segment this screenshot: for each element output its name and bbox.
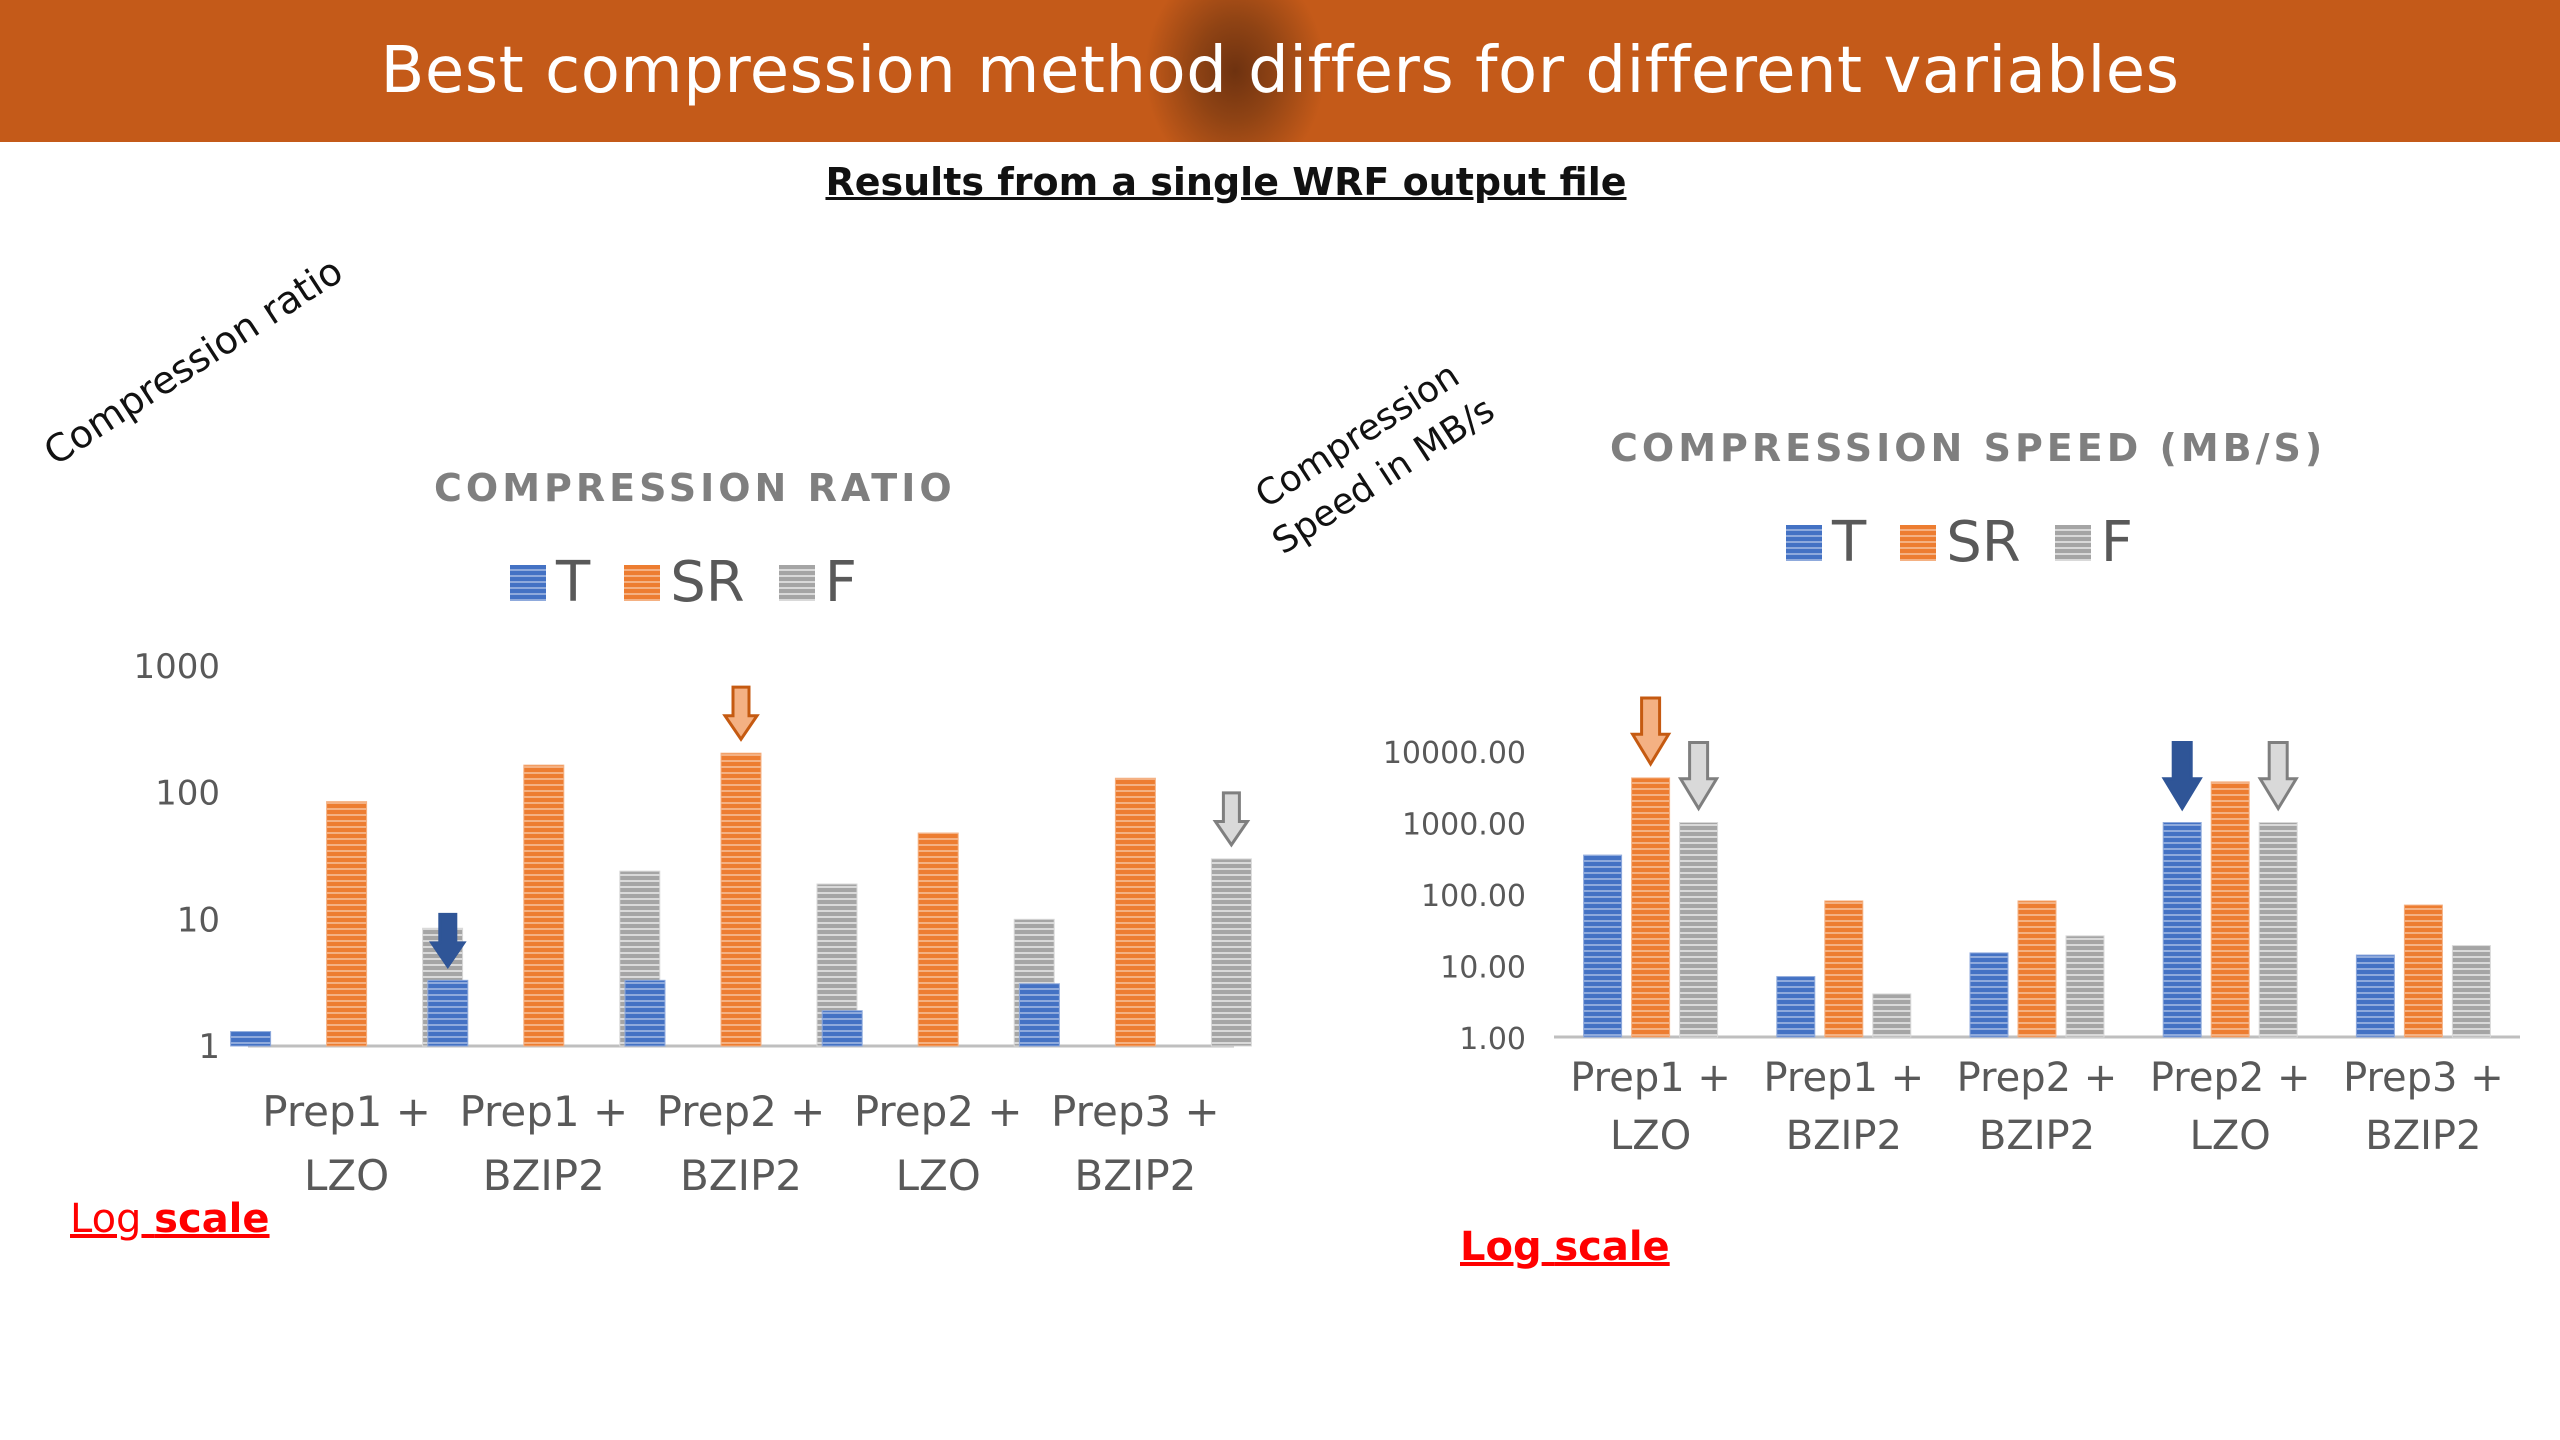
y-tick-label: 10	[177, 900, 220, 940]
legend-item-t: T	[1786, 510, 1866, 575]
bar-sr	[1824, 900, 1864, 1038]
legend-label-f: F	[2100, 510, 2133, 575]
y-tick-label: 1.00	[1459, 1022, 1526, 1057]
x-tick-label: BZIP2	[1979, 1113, 2095, 1159]
bar-t	[2162, 822, 2202, 1038]
bar-f	[2451, 945, 2491, 1038]
bar-sr	[2017, 900, 2057, 1038]
y-tick-label: 100	[155, 774, 220, 814]
legend-item-sr: SR	[624, 550, 745, 615]
slide-subtitle: Results from a single WRF output file	[825, 160, 1627, 204]
legend-item-sr: SR	[1900, 510, 2021, 575]
chart-title-ratio: COMPRESSION RATIO	[434, 466, 956, 510]
bar-sr	[326, 801, 368, 1047]
x-tick-label: LZO	[1610, 1113, 1691, 1159]
bar-t	[1969, 952, 2009, 1038]
log-scale-note-left: Log scale	[70, 1196, 270, 1242]
bar-t	[230, 1031, 272, 1047]
legend-swatch-f	[2054, 524, 2091, 561]
annotation-arrow	[722, 685, 760, 742]
compression-speed-chart: 1.00 10.00 100.00 1000.00 10000.00 Prep1 + LZO…	[1383, 696, 2520, 1159]
chart-title-speed: COMPRESSION SPEED (MB/S)	[1610, 426, 2327, 470]
bar-t	[427, 979, 469, 1047]
bar-sr	[720, 752, 762, 1047]
x-tick-label: Prep3 +	[1051, 1087, 1220, 1136]
annotation-arrow	[1629, 696, 1672, 767]
log-word: Log	[70, 1196, 142, 1242]
bar-f	[1679, 822, 1719, 1038]
legend-label-sr: SR	[1946, 510, 2021, 575]
y-tick-label: 10000.00	[1383, 736, 1526, 771]
x-tick-label: Prep3 +	[2343, 1055, 2504, 1101]
x-tick-label: Prep2 +	[2150, 1055, 2311, 1101]
legend-label-t: T	[556, 550, 591, 615]
x-tick-label: LZO	[2190, 1113, 2271, 1159]
legend-swatch-t	[1786, 524, 1822, 561]
bar-sr	[523, 764, 565, 1047]
y-tick-label: 100.00	[1421, 879, 1526, 914]
bar-f	[1872, 993, 1912, 1038]
x-tick-label: Prep2 +	[1957, 1055, 2118, 1101]
compression-ratio-chart: 1 10 100 1000 Prep1 + LZO Prep1 + BZIP2 Prep2 + B…	[133, 647, 1252, 1200]
log-word: Log	[1460, 1224, 1542, 1270]
bar-sr	[1631, 777, 1671, 1038]
x-tick-label: Prep2 +	[854, 1087, 1023, 1136]
bar-t	[1018, 983, 1060, 1047]
bar-f	[2065, 935, 2105, 1038]
annotation-arrow	[2161, 741, 2203, 812]
x-tick-label: BZIP2	[1074, 1151, 1196, 1200]
x-tick-label: Prep1 +	[1570, 1055, 1731, 1101]
log-scale-note-right: Log scale	[1460, 1224, 1670, 1270]
y-tick-label: 1000	[133, 647, 220, 687]
x-tick-label: BZIP2	[680, 1151, 802, 1200]
x-tick-label: BZIP2	[1786, 1113, 1902, 1159]
annotation-arrow	[2257, 741, 2299, 812]
bar-sr	[1114, 777, 1156, 1047]
legend-label-f: F	[824, 550, 857, 615]
x-tick-label: BZIP2	[483, 1151, 605, 1200]
bar-sr	[917, 832, 959, 1047]
legend-swatch-f	[778, 564, 815, 601]
right-axis-note: Compression Speed in MB/s	[1238, 346, 1504, 566]
y-tick-label: 1000.00	[1402, 808, 1526, 843]
legend-item-t: T	[510, 550, 590, 615]
title-banner: Best compression method differs for diff…	[0, 0, 2560, 142]
legend-label-t: T	[1832, 510, 1867, 575]
scale-word: scale	[1554, 1224, 1670, 1270]
legend-ratio: T SR F	[510, 550, 891, 615]
y-tick-label: 1	[198, 1027, 220, 1067]
legend-item-f: F	[778, 550, 857, 615]
x-tick-label: BZIP2	[2365, 1113, 2481, 1159]
bar-t	[1776, 976, 1816, 1038]
x-tick-label: Prep2 +	[657, 1087, 826, 1136]
annotation-arrow	[1212, 791, 1251, 848]
legend-swatch-sr	[624, 564, 661, 601]
bar-f	[1210, 858, 1252, 1047]
x-tick-label: Prep1 +	[1763, 1055, 1924, 1101]
bar-sr	[2403, 904, 2443, 1038]
bar-t	[821, 1010, 863, 1047]
bar-t	[1583, 854, 1623, 1038]
legend-label-sr: SR	[670, 550, 745, 615]
annotation-arrow	[1677, 741, 1720, 812]
x-tick-label: Prep1 +	[459, 1087, 628, 1136]
x-tick-label: Prep1 +	[262, 1087, 431, 1136]
x-tick-label: LZO	[304, 1151, 389, 1200]
legend-speed: T SR F	[1786, 510, 2167, 575]
scale-word: scale	[154, 1196, 270, 1242]
legend-item-f: F	[2054, 510, 2133, 575]
left-axis-note: Compression ratio	[36, 248, 351, 474]
bar-f	[2258, 822, 2298, 1038]
legend-swatch-sr	[1900, 524, 1937, 561]
legend-swatch-t	[510, 564, 546, 601]
x-tick-label: LZO	[896, 1151, 981, 1200]
bar-t	[2355, 954, 2395, 1038]
y-tick-label: 10.00	[1440, 951, 1526, 986]
bar-sr	[2210, 781, 2250, 1038]
slide-title: Best compression method differs for diff…	[380, 34, 2180, 108]
annotation-arrow	[428, 912, 467, 969]
bar-t	[624, 979, 666, 1047]
